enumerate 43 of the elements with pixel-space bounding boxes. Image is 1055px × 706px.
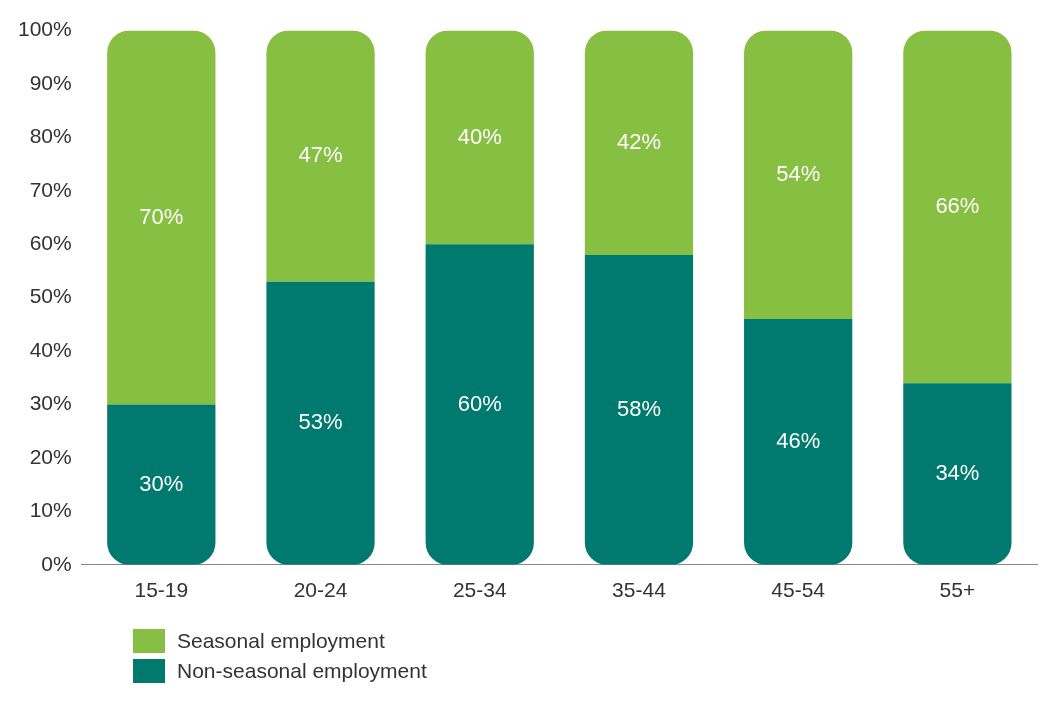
data-label: 42% xyxy=(616,128,661,154)
data-label: 60% xyxy=(457,390,502,416)
data-label: 53% xyxy=(298,409,343,435)
bar xyxy=(584,254,694,565)
y-tick-label: 70% xyxy=(29,177,72,201)
bar xyxy=(266,281,375,565)
bar xyxy=(903,30,1012,384)
bar xyxy=(425,244,534,565)
x-tick-label: 45-54 xyxy=(771,578,826,602)
data-label: 66% xyxy=(935,192,980,218)
bar xyxy=(903,383,1012,565)
bar xyxy=(266,30,375,282)
y-tick-label: 50% xyxy=(29,284,72,308)
y-tick-label: 100% xyxy=(17,17,72,41)
bar xyxy=(107,404,216,565)
y-tick-label: 60% xyxy=(29,231,72,255)
y-tick-label: 0% xyxy=(41,551,72,575)
y-tick-label: 90% xyxy=(29,70,72,94)
x-tick-label: 35-44 xyxy=(612,578,667,602)
y-tick-label: 80% xyxy=(29,124,72,148)
y-tick-label: 30% xyxy=(29,391,72,415)
x-tick-label: 15-19 xyxy=(134,578,189,602)
data-label: 46% xyxy=(776,428,821,453)
bar xyxy=(744,319,853,565)
legend-label: Seasonal employment xyxy=(177,629,385,653)
data-label: 34% xyxy=(935,460,980,486)
bar xyxy=(425,30,534,245)
data-label: 70% xyxy=(139,203,184,229)
bar xyxy=(744,30,853,320)
data-label: 47% xyxy=(298,142,343,168)
x-tick-label: 20-24 xyxy=(293,578,348,602)
data-label: 40% xyxy=(457,123,502,149)
x-tick-label: 55+ xyxy=(939,578,976,602)
x-tick-label: 25-34 xyxy=(452,578,507,602)
legend-label: Non-seasonal employment xyxy=(177,659,427,683)
data-label: 58% xyxy=(616,395,661,421)
data-label: 54% xyxy=(776,160,821,186)
y-tick-label: 40% xyxy=(29,337,72,361)
bar xyxy=(107,30,216,405)
y-tick-label: 20% xyxy=(29,444,72,468)
y-tick-label: 10% xyxy=(29,498,72,522)
bar xyxy=(584,30,694,255)
data-label: 30% xyxy=(139,470,184,496)
